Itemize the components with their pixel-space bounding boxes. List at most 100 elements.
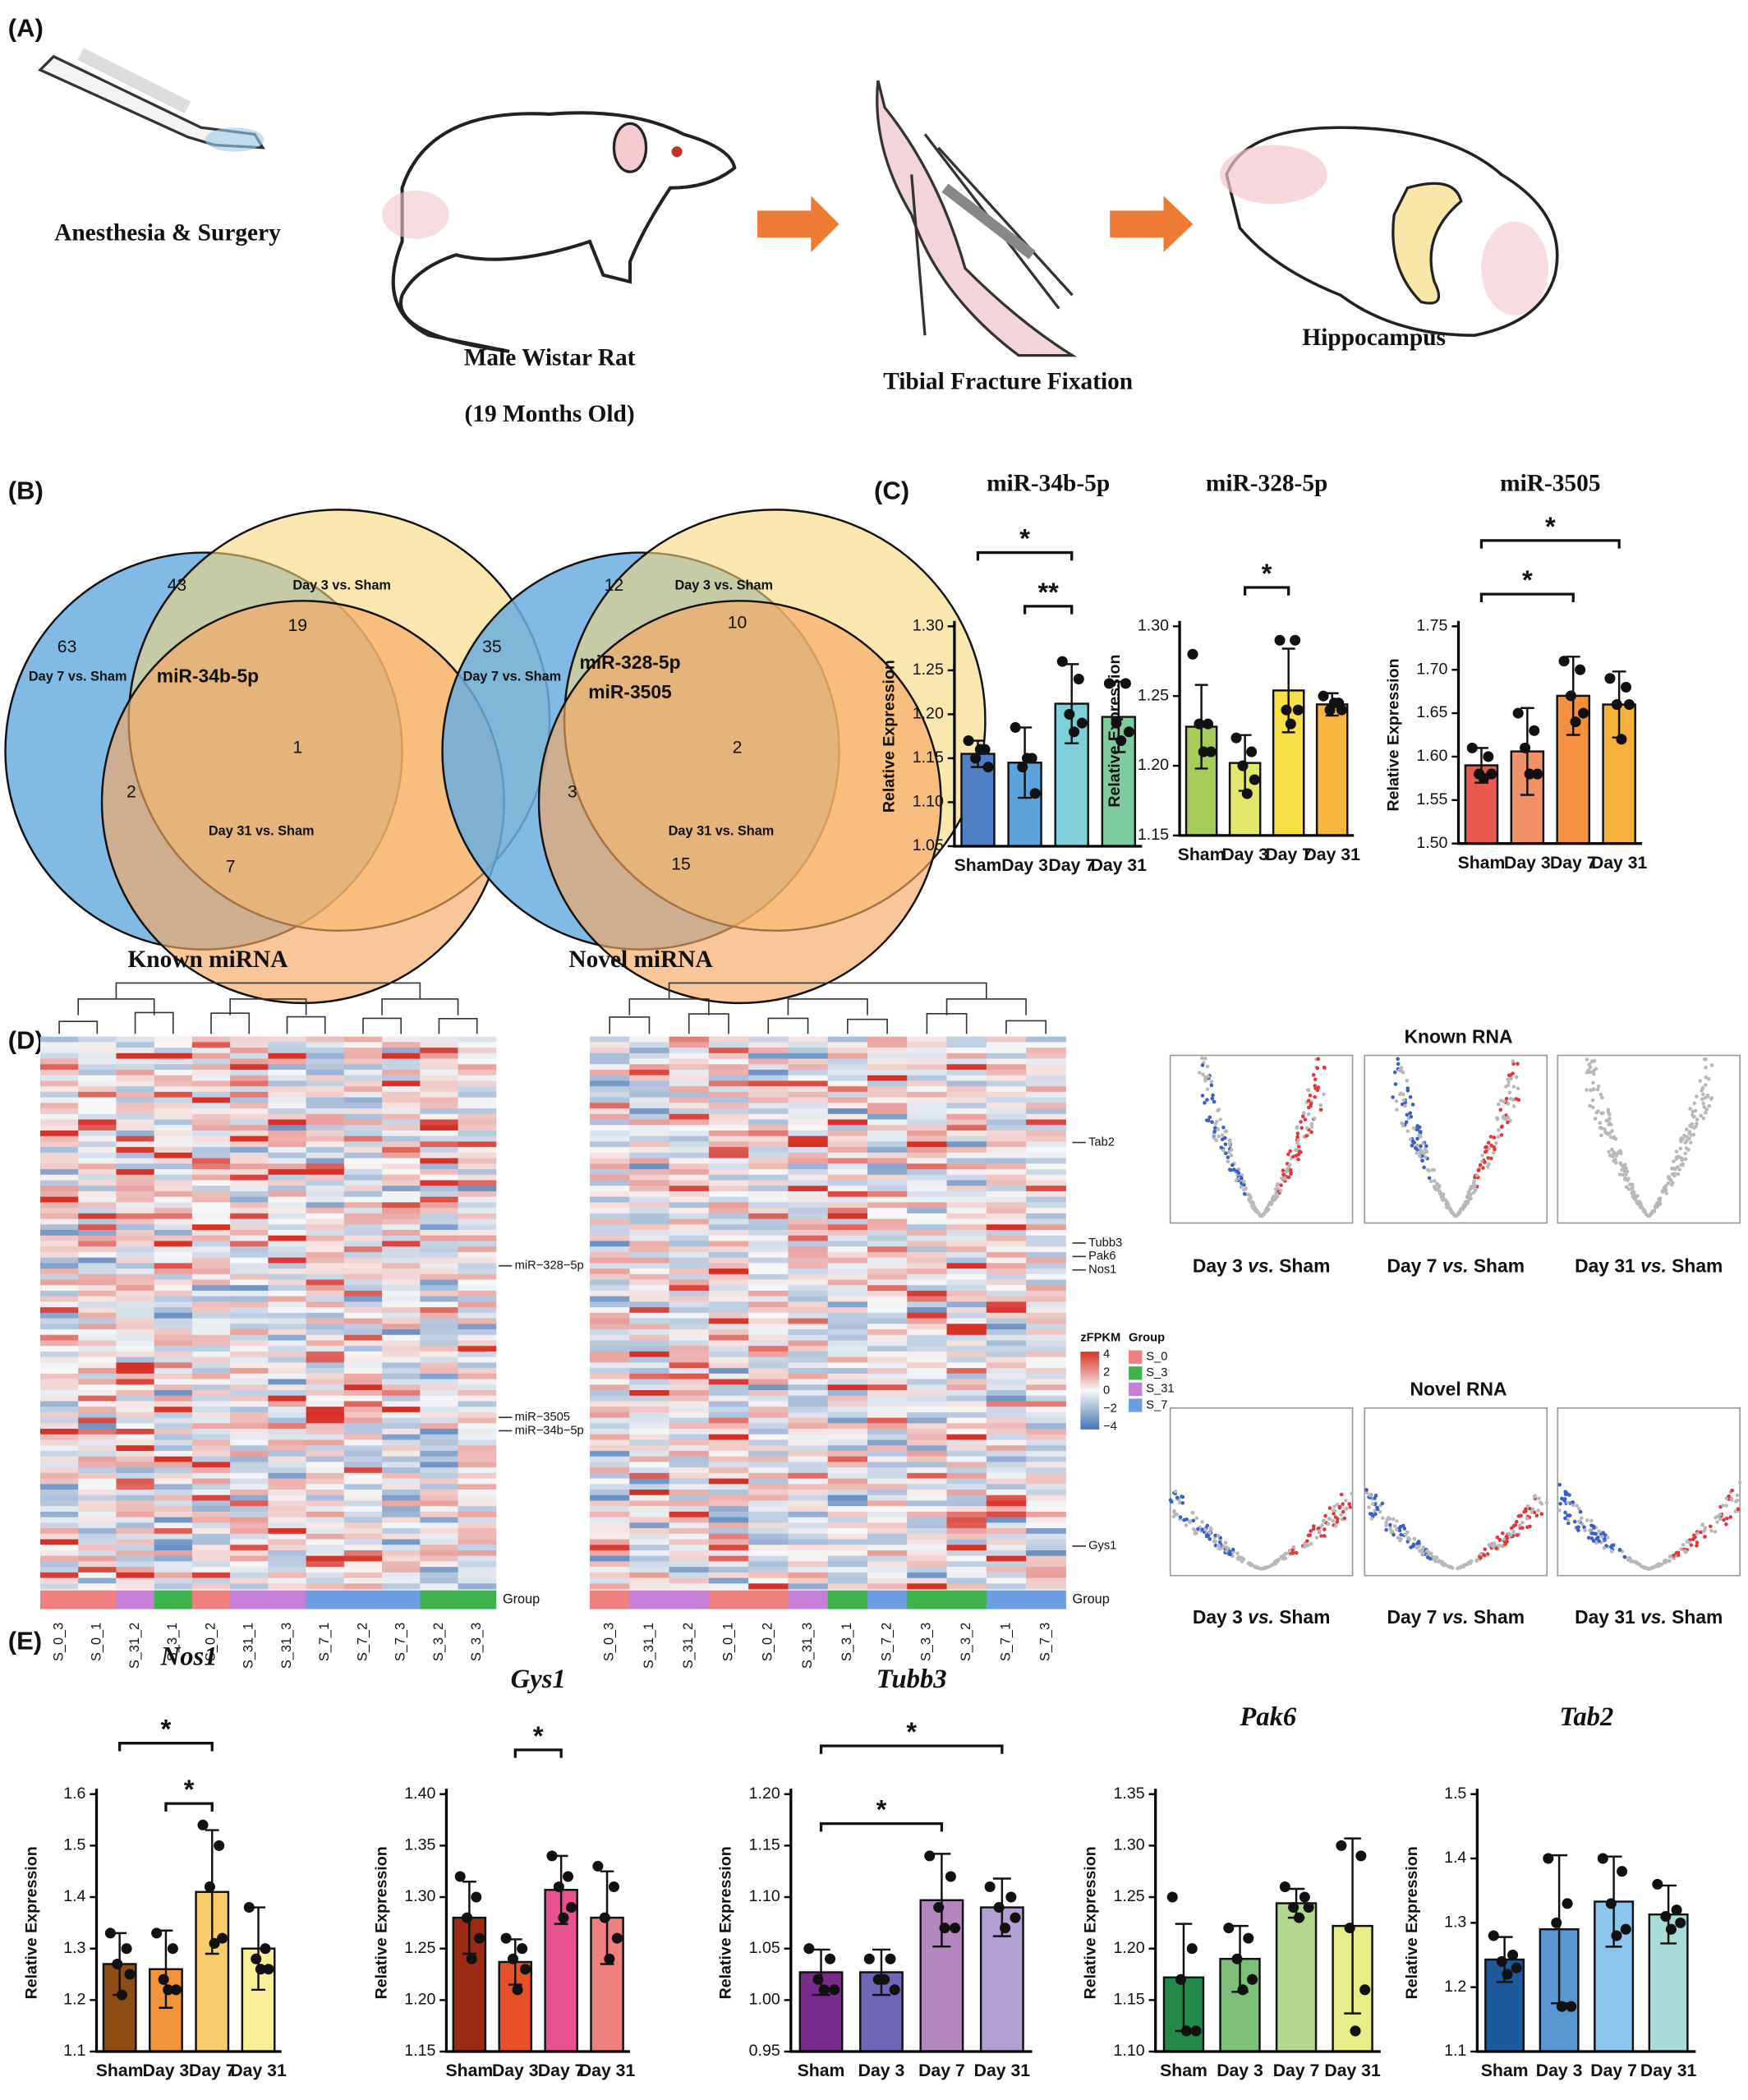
x-tick-label: Day 3 [1217,2061,1263,2080]
heatmap-cell [230,1334,269,1341]
heatmap-cell [154,1103,193,1109]
heatmap-cell [230,1550,269,1557]
heatmap-cell [788,1285,829,1292]
volcano-dot [1205,1098,1209,1102]
heatmap-cell [306,1301,345,1308]
heatmap-cell [708,1180,749,1186]
heatmap-cell [343,1340,383,1347]
volcano-dot [1585,1518,1589,1522]
heatmap-cell [1026,1213,1066,1220]
heatmap-cell [1026,1456,1066,1462]
heatmap-cell [268,1567,307,1573]
heatmap-cell [420,1263,459,1269]
heatmap-cell [907,1257,948,1264]
data-point [116,1989,127,2001]
data-point [167,1943,178,1955]
heatmap-cell [708,1362,749,1369]
axis [1178,620,1355,837]
data-point [1230,732,1242,744]
heatmap-cell [420,1152,459,1159]
heatmap-cell [268,1257,307,1264]
volcano-dot [1618,1149,1622,1154]
volcano-dot [1486,1156,1491,1160]
volcano-dot [1488,1135,1493,1139]
group-bar [629,1590,670,1610]
volcano-dot [1560,1496,1564,1501]
venn-caption: Known miRNA [127,946,288,973]
heatmap-cell [420,1186,459,1192]
heatmap-cell [420,1484,459,1490]
heatmap-cell [343,1301,383,1308]
heatmap-cell [306,1494,345,1501]
heatmap-cell [116,1218,155,1225]
data-point [454,1871,466,1882]
dendrogram-branch [926,1013,968,1034]
volcano-dot [1631,1186,1635,1190]
heatmap-cell [629,1583,670,1590]
volcano-dot [1188,1519,1193,1524]
heatmap-cell [268,1439,307,1446]
heatmap-cell [669,1456,710,1462]
heatmap-cell [629,1230,670,1237]
volcano-dot [1424,1549,1429,1554]
group-bar [986,1590,1027,1610]
heatmap-cell [116,1472,155,1480]
heatmap-cell [986,1462,1027,1468]
heatmap-cell [669,1407,710,1413]
heatmap-cell [306,1423,345,1430]
heatmap-cell [867,1506,908,1513]
volcano-dot [1420,1158,1424,1163]
heatmap-cell [748,1450,789,1458]
heatmap-cell [343,1583,383,1590]
heatmap-cell [748,1484,789,1490]
heatmap-cell [154,1318,193,1324]
caption-part: vs. [1442,1255,1469,1276]
data-point [604,1953,615,1964]
heatmap-cell [907,1251,948,1259]
heatmap-cell [420,1467,459,1474]
heatmap-cell [382,1456,421,1462]
heatmap-cell [788,1190,829,1198]
heatmap-cell [382,1561,421,1568]
heatmap-cell [458,1500,497,1507]
data-point [243,1902,255,1913]
heatmap-cell [827,1434,868,1440]
volcano-dot [1306,1112,1311,1117]
colorbar [1080,1352,1100,1430]
heatmap-cell [78,1135,117,1142]
heatmap-cell [420,1423,459,1430]
heatmap-cell [946,1567,987,1573]
y-tick-label: 1.55 [1416,790,1447,808]
axis [953,620,1143,848]
heatmap-cell [420,1439,459,1446]
heatmap-cell [154,1533,193,1540]
heatmap-cell [191,1263,231,1269]
legend-swatch [1129,1350,1143,1364]
heatmap-cell [827,1545,868,1551]
venn-label: 1 [292,738,302,757]
heatmap-cell [669,1224,710,1231]
heatmap-cell [78,1091,117,1098]
volcano-dot [1566,1500,1570,1505]
heatmap-cell [907,1429,948,1435]
heatmap-cell [748,1290,789,1297]
heatmap-cell [39,1373,79,1380]
heatmap-cell [306,1048,345,1054]
volcano-dot [1566,1518,1570,1522]
data-point [1056,656,1068,667]
data-point [1010,721,1021,733]
heatmap-cell [1026,1080,1066,1087]
heatmap-cell [827,1312,868,1319]
heatmap-cell [382,1224,421,1231]
x-tick-label: Sham [798,2061,845,2080]
heatmap-cell [458,1070,497,1076]
heatmap-cell [669,1036,710,1043]
heatmap-cell [629,1494,670,1501]
heatmap-cell [458,1572,497,1579]
heatmap-cell [382,1301,421,1308]
heatmap-cell [39,1130,79,1137]
heatmap-cell [986,1190,1027,1198]
heatmap-cell [191,1152,231,1159]
volcano-dot [1603,1127,1607,1131]
venn-label: 43 [168,576,187,595]
